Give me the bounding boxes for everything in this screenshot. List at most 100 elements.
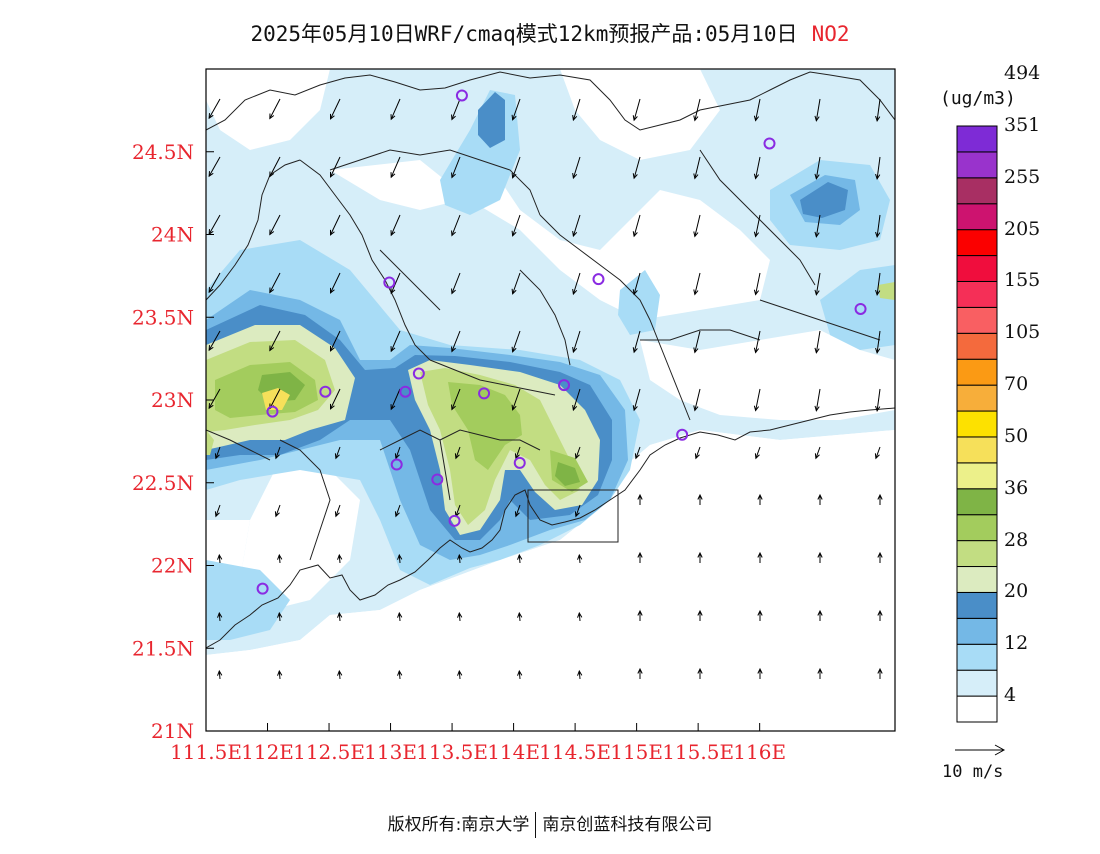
wind-vector xyxy=(634,446,641,460)
site-markers xyxy=(256,89,867,595)
field-band-70-105-prd xyxy=(448,382,522,470)
colorbar-label: 205 xyxy=(1004,217,1041,240)
x-tick-label: 114.5E xyxy=(539,740,611,764)
wind-vector xyxy=(753,214,761,238)
colorbar-label: 36 xyxy=(1004,476,1029,499)
site-marker xyxy=(431,473,444,486)
site-marker xyxy=(676,428,689,441)
wind-vector xyxy=(334,446,341,460)
wind-vector xyxy=(632,214,641,238)
colorbar-label: 4 xyxy=(1004,684,1017,707)
wind-vector xyxy=(632,98,641,122)
wind-vector xyxy=(511,98,521,121)
wind-vector xyxy=(277,553,283,564)
colorbar-swatch xyxy=(956,514,998,542)
wind-vector xyxy=(390,214,401,237)
county-border xyxy=(699,149,816,286)
province-border xyxy=(206,159,301,301)
colorbar-swatch xyxy=(956,203,998,231)
colorbar-swatch xyxy=(956,255,998,282)
wind-vector xyxy=(875,330,881,354)
colorbar-swatch xyxy=(956,436,998,464)
wind-vector xyxy=(693,156,701,180)
wind-vector xyxy=(572,330,581,354)
wind-vector xyxy=(814,330,821,354)
wind-vector xyxy=(572,214,581,238)
field-white-patch xyxy=(240,460,360,610)
colorbar xyxy=(956,125,998,723)
colorbar-swatch xyxy=(956,177,998,205)
wind-vector xyxy=(697,551,703,563)
wind-vector xyxy=(517,611,523,622)
wind-vector xyxy=(274,446,281,460)
axis-ticks: 111.5E 112E 112.5E 113E 113.5E 114E 114.5E 115E… xyxy=(132,140,786,764)
wind-vector xyxy=(697,667,703,679)
wind-vector xyxy=(632,156,641,180)
wind-vector xyxy=(632,388,641,412)
wind-vector xyxy=(390,272,401,295)
wind-vector xyxy=(817,609,823,621)
wind-vector xyxy=(214,446,221,460)
field-band-105-155-sz xyxy=(555,462,580,486)
admin-boundaries xyxy=(206,71,895,649)
county-border xyxy=(379,429,451,501)
county-border xyxy=(279,439,331,561)
colorbar-label: 351 xyxy=(1004,114,1041,136)
wind-vector xyxy=(632,330,641,354)
wind-vector xyxy=(451,388,461,411)
county-border xyxy=(640,329,761,341)
wind-vector xyxy=(577,669,583,680)
no2-field xyxy=(206,69,895,731)
colorbar-unit: (ug/m3) xyxy=(940,88,1016,109)
wind-vector xyxy=(390,388,401,411)
x-tick-label: 116E xyxy=(733,740,786,764)
y-tick-label: 24.5N xyxy=(132,140,194,164)
wind-vector xyxy=(451,214,461,237)
field-white-patch xyxy=(560,69,720,160)
wind-vector xyxy=(394,504,401,518)
site-marker xyxy=(455,89,468,102)
wind-vector xyxy=(517,669,523,680)
wind-vectors xyxy=(208,98,883,680)
wind-vector xyxy=(693,98,701,122)
wind-vector xyxy=(394,446,401,460)
y-tick-label: 22.5N xyxy=(132,471,194,495)
wind-vector xyxy=(757,667,763,679)
county-border xyxy=(539,214,691,421)
colorbar-swatch xyxy=(956,410,998,438)
wind-vector xyxy=(337,669,343,680)
county-border xyxy=(379,249,441,311)
wind-vector xyxy=(390,98,401,121)
wind-vector xyxy=(817,493,823,505)
footer: 版权所有:南京大学 南京创蓝科技有限公司 xyxy=(0,810,1100,838)
x-tick-label: 115E xyxy=(610,740,663,764)
wind-vector xyxy=(814,272,821,296)
footer-copyright: 版权所有:南京大学 xyxy=(387,815,530,835)
wind-vector xyxy=(329,272,341,294)
wind-vector xyxy=(514,446,521,460)
wind-vector xyxy=(208,98,221,120)
wind-vector xyxy=(572,156,581,180)
field-white-patch xyxy=(640,330,895,420)
wind-vector xyxy=(753,272,761,296)
y-tick-label: 21N xyxy=(151,719,194,743)
wind-vector xyxy=(637,551,643,563)
y-tick-label: 22N xyxy=(151,554,194,578)
wind-vector xyxy=(517,553,523,564)
field-band-28-36-ne xyxy=(800,182,848,218)
wind-vector xyxy=(814,388,821,412)
wind-vector xyxy=(693,330,701,354)
colorbar-label: 70 xyxy=(1004,373,1029,396)
wind-vector xyxy=(269,156,281,178)
y-tick-label: 23N xyxy=(151,388,194,412)
wind-vector xyxy=(637,609,643,621)
wind-vector xyxy=(693,214,701,238)
field-sea-clean xyxy=(206,430,895,731)
wind-vector xyxy=(757,493,763,505)
wind-vector xyxy=(754,446,761,460)
wind-reference-label: 10 m/s xyxy=(942,762,1004,782)
county-border xyxy=(299,159,431,361)
wind-vector xyxy=(329,98,341,120)
colorbar-swatch xyxy=(956,462,998,490)
title-main: 2025年05月10日WRF/cmaq模式12km预报产品:05月10日 xyxy=(250,22,798,46)
